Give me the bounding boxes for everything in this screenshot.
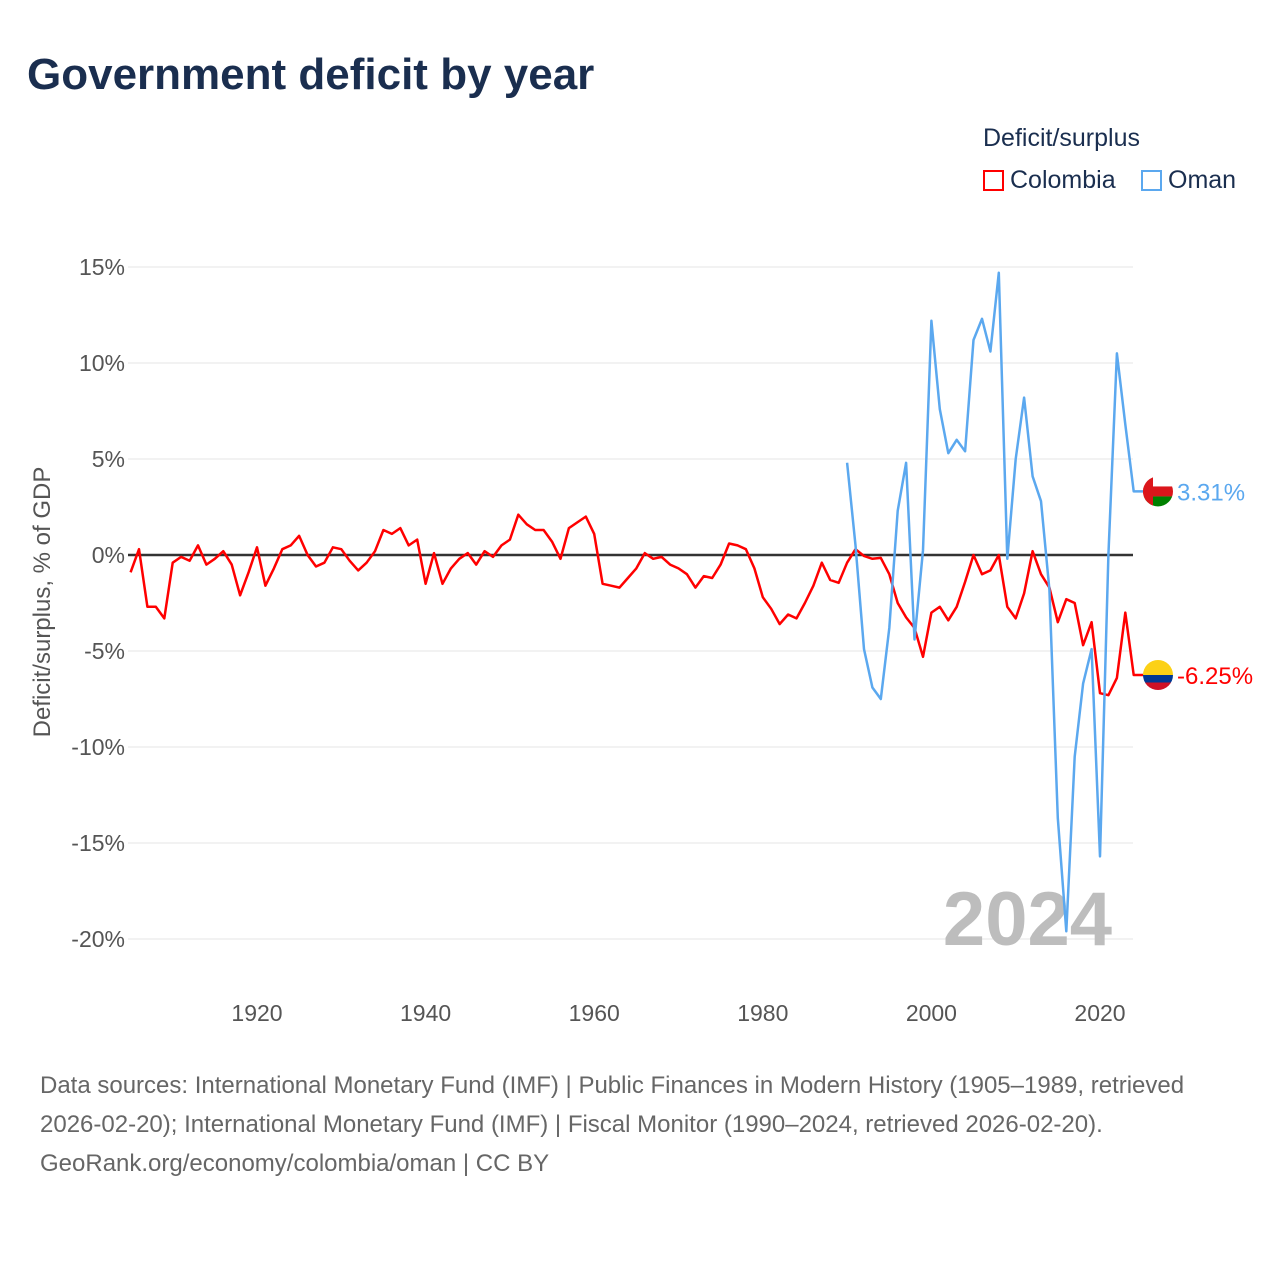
legend-label-oman: Oman	[1168, 166, 1237, 194]
x-tick-label: 1940	[400, 1000, 451, 1026]
flag-icon-colombia	[1143, 660, 1173, 690]
y-tick-label: -10%	[71, 734, 125, 760]
legend-swatch-oman	[1141, 170, 1162, 191]
y-tick-label: 10%	[79, 350, 125, 376]
series-line-oman	[845, 271, 1144, 933]
y-tick-label: 0%	[92, 542, 125, 568]
legend-title: Deficit/surplus	[983, 124, 1140, 152]
flag-icon-oman	[1143, 476, 1173, 507]
chart-title: Government deficit by year	[27, 50, 595, 99]
y-tick-label: 5%	[92, 446, 125, 472]
legend-item-colombia[interactable]: Colombia	[983, 166, 1116, 195]
y-axis-label: Deficit/surplus, % of GDP	[29, 467, 56, 738]
x-tick-label: 1920	[231, 1000, 282, 1026]
x-tick-label: 2000	[906, 1000, 957, 1026]
data-sources: Data sources: International Monetary Fun…	[40, 1072, 1185, 1138]
end-label-colombia: -6.25%	[1177, 663, 1253, 690]
footer: Data sources: International Monetary Fun…	[40, 1066, 1240, 1183]
year-watermark: 2024	[943, 877, 1112, 962]
x-tick-label: 1960	[569, 1000, 620, 1026]
legend-item-oman[interactable]: Oman	[1141, 166, 1236, 195]
x-tick-label: 1980	[737, 1000, 788, 1026]
series-line-colombia	[129, 513, 1144, 697]
credit-link[interactable]: GeoRank.org/economy/colombia/oman | CC B…	[40, 1150, 550, 1177]
y-tick-label: -15%	[71, 830, 125, 856]
y-tick-label: 15%	[79, 254, 125, 280]
legend-swatch-colombia	[983, 170, 1004, 191]
legend-label-colombia: Colombia	[1010, 166, 1116, 194]
y-tick-label: -5%	[84, 638, 125, 664]
end-label-oman: 3.31%	[1177, 479, 1245, 506]
x-tick-label: 2020	[1074, 1000, 1125, 1026]
y-tick-label: -20%	[71, 926, 125, 952]
